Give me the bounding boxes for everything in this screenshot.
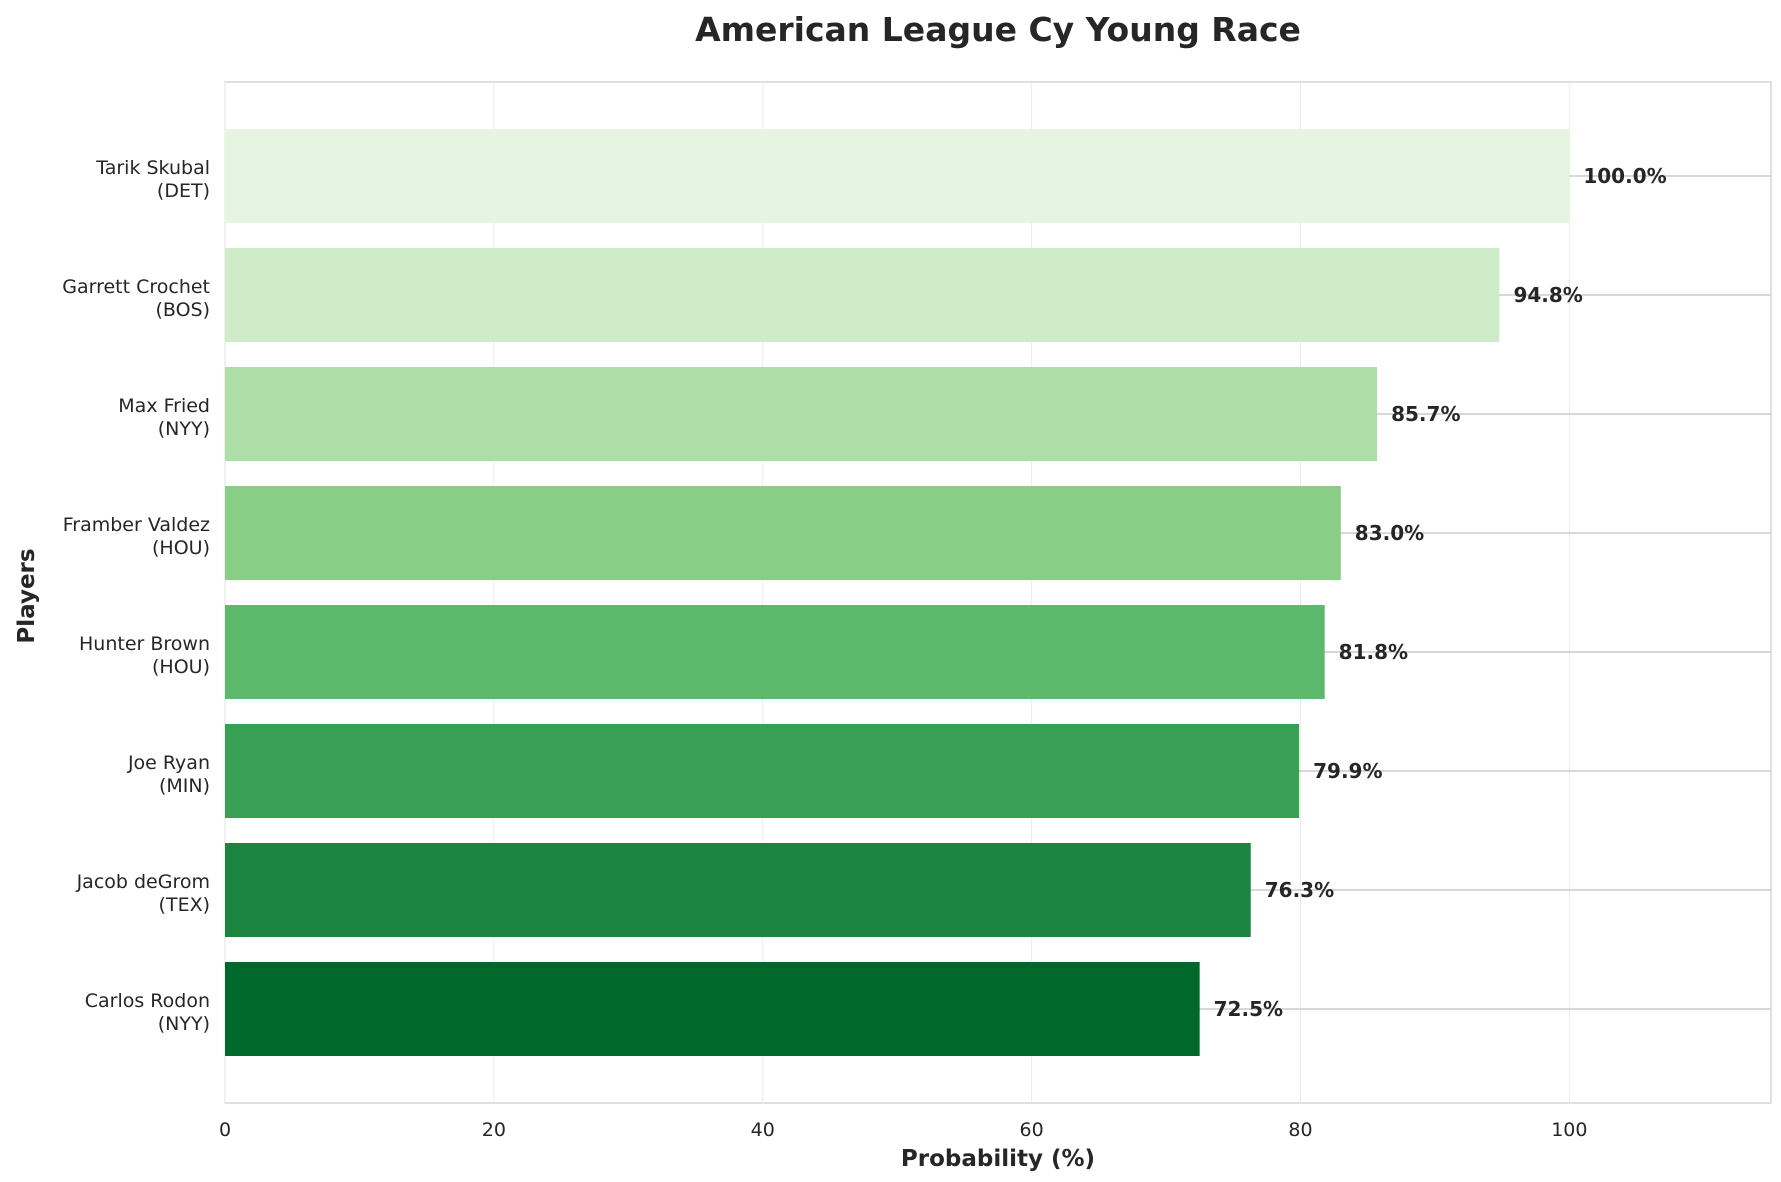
bar [225,843,1251,937]
bars [225,129,1570,1056]
x-tick-label: 20 [482,1119,506,1141]
y-tick-label: Hunter Brown (HOU) [79,633,210,678]
x-tick-label: 80 [1288,1119,1312,1141]
bar [225,129,1570,223]
data-labels: 100.0% 94.8% 85.7% 83.0% 81.8% 79.9% 76.3% 72.5… [1214,164,1667,1021]
y-tick-labels: Tarik Skubal (DET) Garrett Crochet (BOS) Max… [62,157,210,1035]
bar [225,367,1378,461]
y-tick-label: Carlos Rodon (NYY) [85,990,210,1035]
bar [225,486,1341,580]
x-tick-label: 0 [219,1119,231,1141]
bar-value-label: 85.7% [1391,402,1460,426]
x-tick-label: 100 [1551,1119,1587,1141]
bar-value-label: 76.3% [1265,878,1334,902]
y-axis-label: Players [14,548,40,643]
y-tick-label: Jacob deGrom (TEX) [76,871,210,916]
y-tick-label: Tarik Skubal (DET) [95,157,210,202]
x-axis-label: Probability (%) [901,1146,1095,1172]
bar-value-label: 94.8% [1513,283,1582,307]
chart-title: American League Cy Young Race [695,10,1301,49]
y-tick-label: Garrett Crochet (BOS) [62,276,210,321]
bar-value-label: 83.0% [1355,521,1424,545]
x-tick-label: 60 [1020,1119,1044,1141]
bar [225,605,1325,699]
x-tick-labels: 0 20 40 60 80 100 [219,1119,1588,1141]
bar [225,962,1200,1056]
y-tick-label: Max Fried (NYY) [118,395,210,440]
y-tick-label: Joe Ryan (MIN) [127,752,210,797]
bar-value-label: 100.0% [1583,164,1666,188]
plot-area [224,81,1772,1104]
bar-value-label: 81.8% [1339,640,1408,664]
bar [225,724,1300,818]
bar-value-label: 72.5% [1214,997,1283,1021]
x-tick-label: 40 [751,1119,775,1141]
bar [225,248,1500,342]
bar-value-label: 79.9% [1313,759,1382,783]
y-tick-label: Framber Valdez (HOU) [63,514,210,559]
